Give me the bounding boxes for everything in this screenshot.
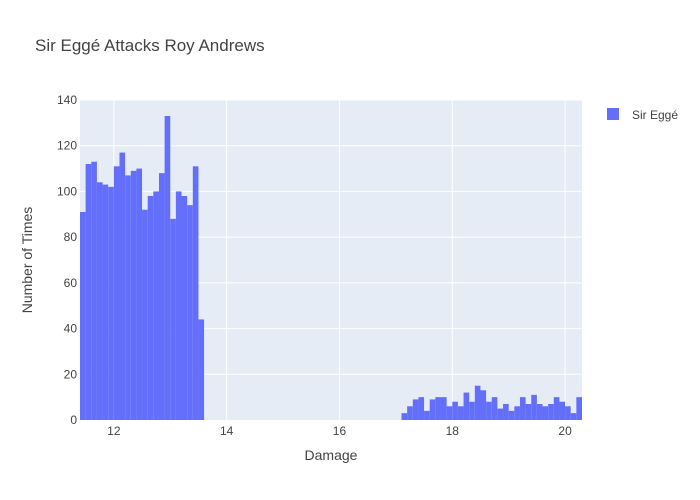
y-tick-label: 20	[64, 367, 78, 381]
histogram-bar[interactable]	[548, 404, 554, 420]
histogram-bar[interactable]	[508, 410, 515, 420]
histogram-bar[interactable]	[102, 184, 109, 420]
histogram-bar[interactable]	[96, 182, 103, 420]
histogram-bar[interactable]	[412, 399, 419, 420]
y-tick-label: 80	[64, 230, 78, 244]
histogram-bar[interactable]	[119, 152, 126, 421]
histogram-bar[interactable]	[181, 196, 188, 420]
histogram-bar[interactable]	[147, 196, 154, 420]
histogram-bar[interactable]	[474, 385, 481, 420]
legend-label[interactable]: Sir Eggé	[632, 108, 678, 122]
x-tick-label: 16	[333, 424, 347, 438]
histogram-bar[interactable]	[198, 319, 205, 420]
legend-swatch[interactable]	[607, 108, 619, 120]
y-tick-label: 0	[70, 413, 77, 427]
histogram-bar[interactable]	[576, 397, 582, 420]
histogram-bar[interactable]	[108, 186, 114, 420]
histogram-bar[interactable]	[491, 397, 498, 420]
histogram-bar[interactable]	[435, 397, 441, 420]
histogram-bar[interactable]	[440, 397, 447, 420]
histogram-bar[interactable]	[452, 401, 458, 420]
histogram-bar[interactable]	[503, 404, 509, 420]
histogram-bar[interactable]	[136, 168, 143, 420]
histogram-bar[interactable]	[187, 205, 193, 420]
histogram-bar[interactable]	[536, 404, 543, 420]
histogram-bar[interactable]	[514, 406, 520, 420]
y-tick-label: 40	[64, 322, 78, 336]
histogram-bar[interactable]	[91, 161, 97, 420]
histogram-bar[interactable]	[531, 394, 537, 420]
histogram-bar[interactable]	[519, 397, 526, 420]
histogram-bar[interactable]	[463, 392, 470, 420]
histogram-bar[interactable]	[175, 191, 182, 420]
chart-title: Sir Eggé Attacks Roy Andrews	[35, 36, 265, 55]
histogram-bar[interactable]	[164, 116, 171, 420]
x-tick-labels: 12 14 16 18 20	[107, 424, 572, 438]
x-tick-label: 14	[220, 424, 234, 438]
histogram-bar[interactable]	[153, 191, 159, 420]
histogram-bar[interactable]	[469, 401, 475, 420]
histogram-bar[interactable]	[158, 173, 165, 420]
histogram-bar[interactable]	[142, 209, 148, 420]
histogram-bar[interactable]	[429, 399, 436, 420]
histogram-bar[interactable]	[125, 175, 131, 420]
y-tick-labels: 0 20 40 60 80 100 120 140	[57, 93, 77, 427]
histogram-bar[interactable]	[80, 212, 86, 420]
histogram-bar[interactable]	[553, 397, 560, 420]
histogram-bar[interactable]	[407, 406, 413, 420]
y-tick-label: 120	[57, 139, 77, 153]
histogram-bar[interactable]	[85, 164, 92, 420]
histogram-bar[interactable]	[525, 404, 532, 420]
y-axis-title: Number of Times	[19, 207, 35, 314]
x-tick-label: 20	[558, 424, 572, 438]
histogram-bar[interactable]	[424, 410, 430, 420]
histogram-bar[interactable]	[559, 401, 566, 420]
histogram-bar[interactable]	[542, 406, 549, 420]
histogram-bar[interactable]	[565, 406, 571, 420]
histogram-bar[interactable]	[401, 413, 408, 420]
bars	[80, 116, 582, 421]
y-tick-label: 140	[57, 93, 77, 107]
histogram-bar[interactable]	[446, 406, 453, 420]
histogram-bar[interactable]	[418, 397, 425, 420]
x-tick-label: 12	[107, 424, 121, 438]
histogram-bar[interactable]	[113, 166, 120, 420]
y-tick-label: 60	[64, 276, 78, 290]
histogram-bar[interactable]	[497, 408, 504, 420]
histogram-bar[interactable]	[170, 218, 176, 420]
histogram-bar[interactable]	[480, 390, 487, 420]
histogram-bar[interactable]	[192, 166, 199, 420]
histogram-bar[interactable]	[130, 170, 137, 420]
x-tick-label: 18	[446, 424, 460, 438]
histogram-bar[interactable]	[486, 401, 492, 420]
histogram-bar[interactable]	[457, 406, 464, 420]
y-tick-label: 100	[57, 184, 77, 198]
legend[interactable]: Sir Eggé	[607, 108, 678, 122]
histogram-bar[interactable]	[570, 413, 577, 420]
x-axis-title: Damage	[305, 447, 358, 463]
